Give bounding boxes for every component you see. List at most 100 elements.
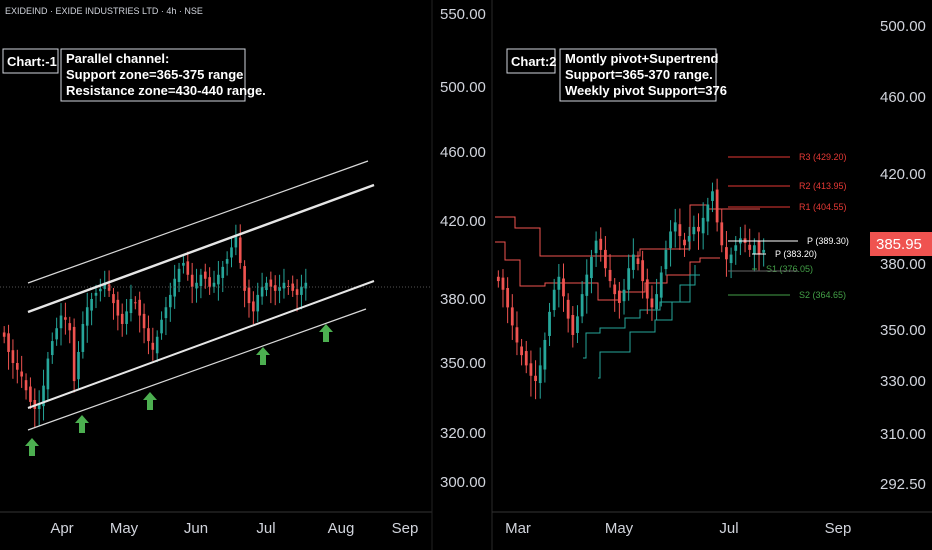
chart-1-candle	[125, 311, 128, 324]
chart-1-candle	[212, 282, 216, 287]
chart-1-candle	[81, 323, 85, 352]
chart-2-candle	[734, 245, 738, 251]
chart-2-candle	[641, 260, 645, 282]
chart-2-candle	[506, 288, 510, 308]
chart-1-candle	[269, 279, 273, 287]
chart-2-candle	[757, 241, 761, 255]
chart-1-candle	[99, 288, 102, 292]
chart-2-candle	[622, 289, 626, 302]
chart-1-candle	[186, 261, 190, 275]
chart-2-panel[interactable]: R3 (429.20) R2 (413.95) R1 (404.55) P (389.…	[492, 0, 932, 537]
chart-2-candle	[543, 339, 547, 370]
chart-1-candle	[287, 285, 290, 287]
chart-1-candle	[278, 286, 281, 291]
chart-2-candle	[711, 191, 714, 201]
chart-2-candle	[529, 363, 533, 376]
chart-2-y-tick: 420.00	[880, 166, 926, 183]
chart-1-note-line-1: Parallel channel:	[66, 51, 169, 66]
chart-1-candle	[129, 299, 133, 314]
chart-1-candle	[42, 385, 45, 407]
chart-2-note-line-1: Montly pivot+Supertrend	[565, 51, 719, 66]
chart-2-y-tick: 330.00	[880, 373, 926, 390]
chart-2-y-tick: 350.00	[880, 322, 926, 339]
chart-1-candle	[107, 284, 111, 291]
pivot-label-p: P (389.30)	[807, 236, 849, 246]
chart-1-candle	[243, 266, 246, 291]
up-arrow-icon	[319, 324, 333, 342]
chart-2-x-tick: May	[605, 520, 634, 537]
chart-1-candle	[64, 317, 67, 320]
chart-1-panel[interactable]: Chart:-1 Parallel channel: Support zone=…	[0, 0, 486, 537]
chart-2-candle	[604, 249, 607, 269]
chart-2-candle	[594, 240, 598, 254]
chart-2-y-axis[interactable]: 292.50 310.00 330.00 350.00 380.00 420.00 460.…	[880, 18, 926, 493]
chart-2-candle	[748, 244, 752, 250]
up-arrow-icon	[143, 392, 157, 410]
chart-1-candle	[182, 262, 185, 266]
chart-2-x-tick: Jul	[719, 520, 738, 537]
chart-2-candle	[655, 294, 658, 310]
chart-1-x-tick: Sep	[392, 520, 419, 537]
chart-1-candle	[59, 315, 63, 329]
chart-1-note-line-2: Support zone=365-375 range	[66, 67, 243, 82]
up-arrow-icon	[256, 347, 270, 365]
chart-2-tag: Chart:2	[511, 54, 557, 69]
chart-2-candle	[762, 249, 766, 253]
channel-lower-outer-line[interactable]	[27, 308, 367, 431]
chart-1-candle	[155, 336, 159, 354]
chart-1-annotation[interactable]: Chart:-1 Parallel channel: Support zone=…	[2, 48, 266, 102]
channel-upper-outer-line[interactable]	[27, 160, 369, 284]
chart-1-x-tick: Jul	[256, 520, 275, 537]
chart-2-candle	[664, 249, 668, 270]
supertrend-support-line	[583, 265, 696, 359]
chart-1-note-box	[60, 48, 246, 102]
channel-lower-line[interactable]	[27, 280, 375, 409]
chart-1-candle	[247, 287, 251, 304]
chart-1-y-axis[interactable]: 300.00 320.00 350.00 380.00 420.00 460.00 500.…	[440, 6, 486, 491]
supertrend-support-line-2	[598, 274, 700, 379]
chart-1-candle	[199, 274, 203, 286]
chart-2-x-axis[interactable]: Mar May Jul Sep	[505, 520, 851, 537]
chart-2-note-box	[559, 48, 717, 102]
symbol-title: EXIDEIND · EXIDE INDUSTRIES LTD · 4h · N…	[5, 6, 203, 16]
chart-1-candle	[273, 285, 277, 291]
chart-2-candle	[562, 278, 565, 297]
chart-2-x-tick: Sep	[825, 520, 852, 537]
chart-1-candle	[151, 342, 155, 350]
chart-2-candle	[752, 245, 756, 254]
last-price-badge	[870, 232, 932, 256]
chart-2-candles	[496, 178, 766, 400]
chart-2-candle	[585, 274, 589, 296]
chart-1-candle	[120, 313, 124, 324]
chart-1-x-axis[interactable]: Apr May Jun Jul Aug Sep	[50, 520, 418, 537]
chart-1-note-line-3: Resistance zone=430-440 range.	[66, 83, 266, 98]
chart-2-candle	[720, 222, 724, 246]
channel-upper-line[interactable]	[27, 183, 375, 314]
chart-1-candle	[260, 286, 264, 297]
pivot-label-p: P (383.20)	[775, 249, 817, 259]
chart-2-candle	[599, 238, 603, 250]
chart-2-y-tick: 500.00	[880, 18, 926, 35]
chart-1-candle	[221, 266, 225, 278]
chart-2-candle	[659, 272, 663, 298]
chart-1-candle	[282, 282, 286, 289]
up-arrow-icon	[25, 438, 39, 456]
chart-1-candle	[103, 282, 107, 289]
chart-2-tag-box	[506, 48, 556, 74]
chart-2-candle	[617, 290, 621, 303]
chart-2-candle	[534, 375, 537, 381]
chart-2-candle	[510, 307, 514, 326]
chart-1-x-tick: Apr	[50, 520, 73, 537]
chart-1-y-tick: 350.00	[440, 355, 486, 372]
chart-1-candle	[304, 282, 308, 289]
pivot-label-r2: R2 (413.95)	[799, 181, 847, 191]
chart-1-candles	[2, 224, 308, 429]
chart-1-candle	[85, 307, 89, 326]
chart-1-x-tick: May	[110, 520, 139, 537]
chart-2-annotation[interactable]: Chart:2 Montly pivot+Supertrend Support=…	[506, 48, 727, 102]
chart-1-candle	[77, 351, 80, 380]
chart-1-candle	[238, 237, 242, 263]
chart-1-candle	[217, 274, 220, 285]
chart-2-candle	[552, 289, 556, 311]
chart-1-candle	[55, 328, 58, 340]
